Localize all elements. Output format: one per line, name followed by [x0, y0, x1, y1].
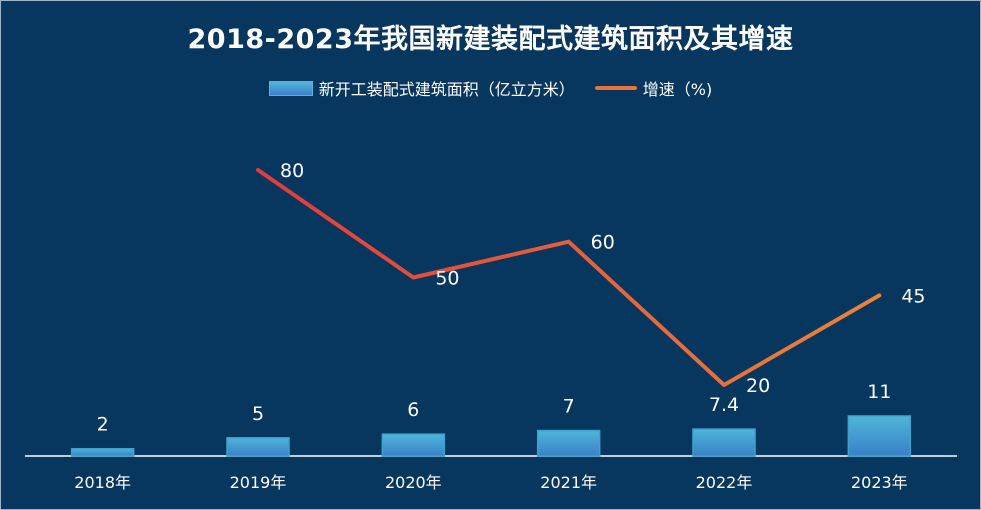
bar-3[interactable]	[536, 429, 601, 457]
bar-value-label-4: 7.4	[709, 394, 739, 416]
line-value-label-4: 20	[746, 375, 770, 397]
legend-item-growth[interactable]: 增速（%)	[594, 76, 713, 100]
x-tick-label-0: 2018年	[74, 473, 131, 492]
x-tick-label-3: 2021年	[540, 473, 597, 492]
line-value-label-1: 80	[280, 160, 304, 182]
bar-5[interactable]	[847, 415, 912, 457]
legend-item-area[interactable]: 新开工装配式建筑面积（亿立方米）	[268, 76, 575, 100]
bar-value-label-5: 11	[867, 381, 891, 403]
bar-0[interactable]	[70, 447, 135, 457]
growth-line[interactable]	[256, 168, 882, 387]
line-value-label-3: 60	[591, 232, 615, 254]
bar-value-label-2: 6	[407, 399, 419, 421]
x-tick-label-2: 2020年	[385, 473, 442, 492]
line-value-label-5: 45	[901, 285, 925, 307]
legend: 新开工装配式建筑面积（亿立方米） 增速（%)	[1, 76, 980, 100]
bar-value-label-3: 7	[563, 396, 575, 418]
legend-label-area: 新开工装配式建筑面积（亿立方米）	[318, 80, 575, 99]
bar-value-label-1: 5	[252, 403, 264, 425]
bar-4[interactable]	[692, 428, 756, 457]
bar-1[interactable]	[226, 437, 290, 457]
bar-value-label-0: 2	[97, 414, 109, 436]
line-value-label-2: 50	[435, 268, 459, 290]
x-tick-label-5: 2023年	[851, 473, 908, 492]
legend-swatch-line	[594, 86, 637, 90]
x-tick-label-4: 2022年	[696, 473, 753, 492]
x-tick-label-1: 2019年	[230, 473, 287, 492]
legend-swatch-bar	[268, 80, 313, 96]
legend-label-growth: 增速（%)	[642, 80, 713, 99]
chart-title: 2018-2023年我国新建装配式建筑面积及其增速	[187, 24, 794, 55]
bar-2[interactable]	[381, 433, 446, 457]
